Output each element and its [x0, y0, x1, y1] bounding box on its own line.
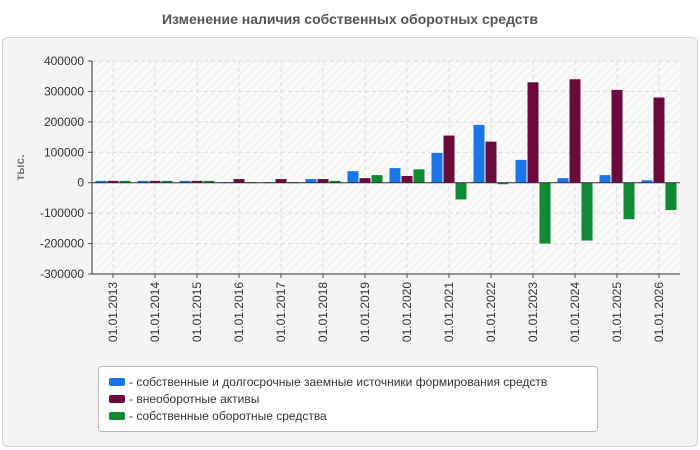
plot-background — [92, 61, 680, 274]
bar — [95, 180, 107, 183]
bar — [137, 180, 149, 183]
x-tick-label: 01.01.2025 — [610, 282, 624, 342]
legend-swatch — [109, 394, 125, 403]
x-tick-label: 01.01.2016 — [232, 282, 246, 342]
legend-label: - собственные оборотные средства — [129, 408, 327, 423]
bar — [515, 159, 527, 183]
x-tick-label: 01.01.2014 — [148, 282, 162, 342]
bar — [107, 180, 119, 183]
x-tick-label: 01.01.2013 — [106, 282, 120, 342]
x-tick-label: 01.01.2017 — [274, 282, 288, 342]
bar — [455, 182, 467, 200]
bar — [359, 178, 371, 183]
bar — [581, 182, 593, 241]
bar — [623, 182, 635, 220]
x-tick-label: 01.01.2018 — [316, 282, 330, 342]
bar — [443, 135, 455, 183]
legend-label: - внеоборотные активы — [129, 391, 260, 406]
legend-label: - собственные и долгосрочные заемные ист… — [129, 374, 548, 389]
legend-swatch — [109, 377, 125, 386]
y-tick-label: 300000 — [44, 84, 84, 98]
bar — [557, 178, 569, 183]
bar — [191, 180, 203, 183]
bar — [161, 180, 173, 183]
x-tick-label: 01.01.2023 — [526, 282, 540, 342]
legend-swatch — [109, 411, 125, 420]
y-tick-label: 200000 — [44, 115, 84, 129]
bar — [641, 180, 653, 183]
bar — [329, 180, 341, 183]
chart-title: Изменение наличия собственных оборотных … — [161, 11, 539, 27]
bar — [527, 82, 539, 183]
y-tick-label: -200000 — [40, 237, 84, 251]
bar — [653, 97, 665, 183]
bar — [599, 175, 611, 183]
y-tick-label: 0 — [77, 176, 84, 190]
bar — [401, 176, 413, 183]
y-tick-label: 100000 — [44, 145, 84, 159]
bar — [149, 180, 161, 183]
bar — [665, 182, 677, 211]
bar — [179, 180, 191, 183]
bar — [119, 180, 131, 183]
y-tick-label: -300000 — [40, 267, 84, 281]
bar — [389, 168, 401, 183]
bar — [305, 179, 317, 183]
bar — [569, 79, 581, 183]
bar — [371, 175, 383, 183]
y-tick-label: 400000 — [44, 54, 84, 68]
bar — [497, 182, 509, 185]
legend: - собственные и долгосрочные заемные ист… — [98, 366, 598, 432]
y-axis-label: тыс. — [13, 154, 27, 180]
bar — [611, 89, 623, 183]
bar — [431, 152, 443, 183]
legend-item: - собственные и долгосрочные заемные ист… — [109, 373, 597, 390]
bar — [347, 171, 359, 183]
bar — [485, 141, 497, 183]
x-tick-label: 01.01.2019 — [358, 282, 372, 342]
bar — [473, 124, 485, 183]
bar — [275, 179, 287, 183]
bar — [203, 180, 215, 183]
legend-item: - внеоборотные активы — [109, 390, 597, 407]
x-tick-label: 01.01.2022 — [484, 282, 498, 342]
bar — [317, 179, 329, 183]
legend-item: - собственные оборотные средства — [109, 407, 597, 424]
x-tick-label: 01.01.2020 — [400, 282, 414, 342]
x-tick-label: 01.01.2024 — [568, 282, 582, 342]
x-tick-label: 01.01.2021 — [442, 282, 456, 342]
x-tick-label: 01.01.2026 — [652, 282, 666, 342]
bar — [413, 169, 425, 183]
y-tick-label: -100000 — [40, 206, 84, 220]
bar — [233, 179, 245, 183]
x-tick-label: 01.01.2015 — [190, 282, 204, 342]
bar — [539, 182, 551, 244]
